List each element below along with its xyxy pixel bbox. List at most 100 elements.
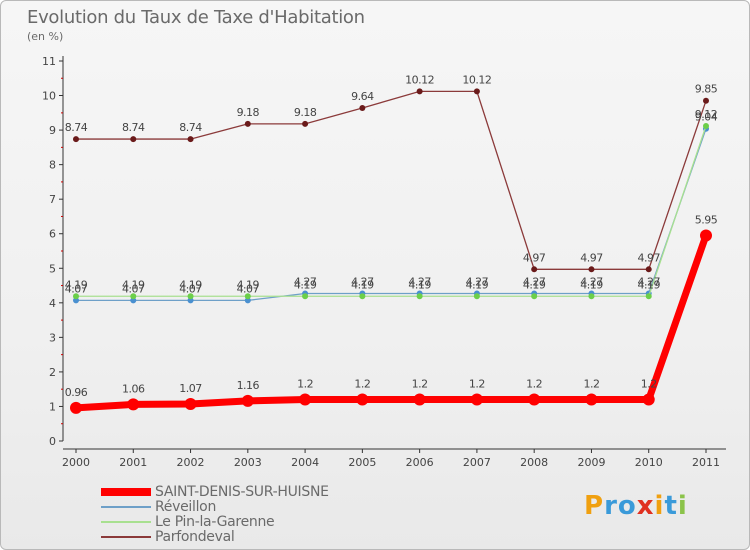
series-point bbox=[299, 393, 312, 406]
series-point bbox=[470, 393, 483, 406]
proxiti-logo: Proxiti bbox=[584, 491, 688, 521]
y-tick-label: 4 bbox=[49, 297, 56, 310]
series-point bbox=[700, 229, 712, 242]
data-label: 1.2 bbox=[641, 378, 657, 391]
data-label: 4.27 bbox=[466, 275, 489, 288]
data-label: 1.07 bbox=[179, 382, 202, 395]
legend-item-parfondeval[interactable]: Parfondeval bbox=[101, 529, 361, 545]
data-label: 4.19 bbox=[466, 278, 489, 291]
data-label: 1.2 bbox=[354, 378, 370, 391]
y-tick-label: 5 bbox=[49, 262, 56, 275]
series-point bbox=[473, 293, 480, 300]
series-point bbox=[73, 297, 79, 304]
x-tick-label: 2010 bbox=[635, 456, 663, 469]
data-label: 4.07 bbox=[65, 282, 88, 295]
data-label: 1.2 bbox=[412, 378, 428, 391]
data-label: 4.27 bbox=[294, 275, 317, 288]
data-label: 4.19 bbox=[351, 278, 374, 291]
legend: SAINT-DENIS-SUR-HUISNE Réveillon Le Pin-… bbox=[101, 484, 361, 545]
data-label: 10.12 bbox=[405, 73, 434, 86]
data-labels: 0.96 1.06 1.07 1.16 1.2 1.2 1.2 1.2 1.2 1.2 1.2 5.9… bbox=[65, 73, 718, 398]
data-label: 8.74 bbox=[65, 121, 88, 134]
x-tick-label: 2008 bbox=[520, 456, 548, 469]
data-label: 4.19 bbox=[523, 278, 546, 291]
data-label: 4.07 bbox=[179, 282, 202, 295]
data-label: 8.74 bbox=[122, 121, 145, 134]
series-line bbox=[76, 125, 707, 297]
logo-letter: o bbox=[617, 491, 637, 521]
y-tick-label: 0 bbox=[49, 435, 56, 448]
series-point bbox=[244, 297, 251, 304]
data-label: 1.2 bbox=[469, 378, 485, 391]
y-tick-label: 3 bbox=[49, 331, 56, 344]
y-tick-label: 1 bbox=[49, 400, 56, 413]
data-label: 0.96 bbox=[65, 386, 88, 399]
series-line bbox=[75, 234, 710, 412]
series-point bbox=[473, 88, 480, 95]
chart-subtitle: (en %) bbox=[27, 30, 64, 43]
series-point bbox=[703, 122, 709, 129]
legend-item-le-pin-la-garenne[interactable]: Le Pin-la-Garenne bbox=[101, 514, 361, 530]
data-label: 4.19 bbox=[580, 278, 603, 291]
series-point bbox=[244, 293, 251, 300]
series-0 bbox=[70, 229, 712, 414]
legend-label: Réveillon bbox=[155, 499, 217, 515]
series-point bbox=[130, 136, 137, 143]
series-point bbox=[73, 136, 79, 143]
data-label: 4.27 bbox=[523, 275, 546, 288]
series-point bbox=[359, 104, 366, 111]
series-point bbox=[187, 136, 194, 143]
x-tick-label: 2000 bbox=[62, 456, 90, 469]
x-tick-label: 2002 bbox=[177, 456, 205, 469]
legend-swatch bbox=[101, 521, 151, 523]
series-point bbox=[356, 393, 369, 406]
series-point bbox=[588, 266, 595, 273]
data-label: 4.27 bbox=[351, 275, 374, 288]
series-point bbox=[187, 297, 194, 304]
x-tick-label: 2003 bbox=[234, 456, 262, 469]
series-point bbox=[130, 297, 137, 304]
series-line bbox=[76, 90, 707, 270]
x-tick-label: 2007 bbox=[463, 456, 491, 469]
series-point bbox=[73, 293, 79, 300]
data-label: 8.74 bbox=[179, 121, 202, 134]
legend-label: SAINT-DENIS-SUR-HUISNE bbox=[155, 484, 329, 500]
data-label: 4.97 bbox=[637, 251, 660, 264]
series-point bbox=[531, 266, 538, 273]
series-point bbox=[187, 293, 194, 300]
logo-letter: P bbox=[584, 491, 605, 521]
data-label: 4.27 bbox=[408, 275, 431, 288]
y-tick-label: 7 bbox=[49, 193, 56, 206]
data-label: 1.2 bbox=[526, 378, 542, 391]
x-tick-label: 2005 bbox=[348, 456, 376, 469]
data-label: 1.2 bbox=[297, 378, 313, 391]
x-tick-label: 2006 bbox=[406, 456, 434, 469]
data-label: 9.18 bbox=[294, 106, 317, 119]
data-label: 1.06 bbox=[122, 382, 145, 395]
legend-swatch bbox=[101, 506, 151, 508]
data-label: 4.19 bbox=[237, 278, 260, 291]
data-label: 4.27 bbox=[580, 275, 603, 288]
y-tick-label: 2 bbox=[49, 366, 56, 379]
series-point bbox=[531, 293, 538, 300]
data-label: 4.97 bbox=[523, 251, 546, 264]
data-label: 10.12 bbox=[462, 73, 491, 86]
legend-item-saint-denis[interactable]: SAINT-DENIS-SUR-HUISNE bbox=[101, 484, 361, 500]
data-label: 5.95 bbox=[695, 213, 718, 226]
series-point bbox=[302, 120, 309, 127]
data-label: 4.19 bbox=[122, 278, 145, 291]
legend-swatch bbox=[101, 536, 151, 538]
data-label: 9.64 bbox=[351, 90, 374, 103]
legend-item-reveillon[interactable]: Réveillon bbox=[101, 499, 361, 515]
logo-letter: t bbox=[664, 491, 678, 521]
chart-title: Evolution du Taux de Taxe d'Habitation bbox=[27, 7, 365, 28]
y-tick-label: 9 bbox=[49, 124, 56, 137]
data-label: 4.97 bbox=[580, 251, 603, 264]
data-label: 9.85 bbox=[695, 83, 718, 96]
series-point bbox=[130, 293, 137, 300]
series-point bbox=[184, 398, 197, 411]
data-label: 9.18 bbox=[237, 106, 260, 119]
x-tick-label: 2004 bbox=[291, 456, 319, 469]
series-point bbox=[359, 293, 366, 300]
